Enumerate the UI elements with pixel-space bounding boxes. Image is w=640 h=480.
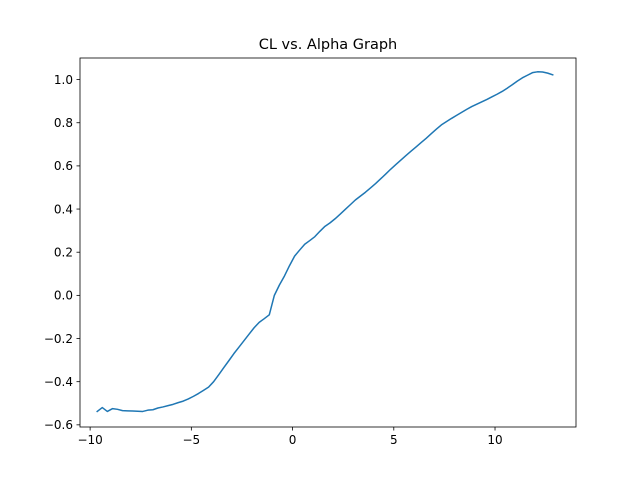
x-tick-label: 0 — [289, 433, 297, 447]
y-tick-label: 1.0 — [54, 73, 73, 87]
series-line-0 — [96, 71, 554, 413]
x-tick-label: 10 — [487, 433, 502, 447]
x-tick-label: −10 — [77, 433, 102, 447]
axes-frame — [79, 57, 577, 428]
y-tick-label: 0.0 — [54, 289, 73, 303]
x-tick-label: −5 — [182, 433, 200, 447]
x-tick-label: 5 — [390, 433, 398, 447]
chart-title: CL vs. Alpha Graph — [259, 37, 397, 53]
y-tick-label: 0.4 — [54, 202, 73, 216]
axes: −10 −5 0 5 10 −0.6 −0.4 −0.2 0.0 0.2 0.4 0.6 0.8 1.0 — [44, 57, 577, 447]
y-tick-label: 0.6 — [54, 159, 73, 173]
y-tick-label: −0.4 — [44, 375, 73, 389]
y-tick-label: 0.8 — [54, 116, 73, 130]
y-tick-label: 0.2 — [54, 246, 73, 260]
y-tick-label: −0.2 — [44, 332, 73, 346]
y-tick-label: −0.6 — [44, 418, 73, 432]
